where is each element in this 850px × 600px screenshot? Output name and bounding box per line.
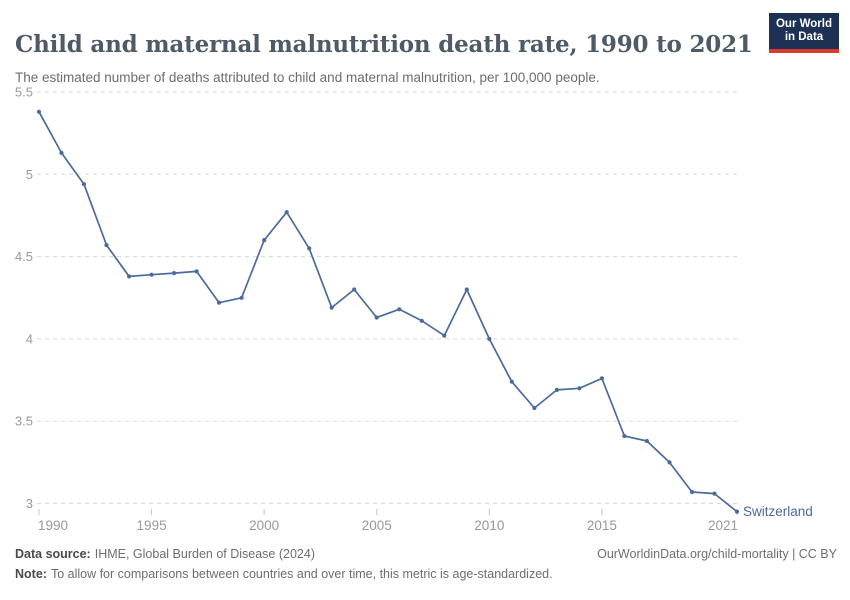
entity-label[interactable]: Switzerland bbox=[743, 504, 813, 519]
owid-logo-red-bar bbox=[769, 49, 839, 53]
data-point[interactable] bbox=[577, 386, 582, 391]
footer-note-row: Note: To allow for comparisons between co… bbox=[15, 567, 837, 582]
data-point[interactable] bbox=[262, 238, 267, 243]
data-point[interactable] bbox=[374, 315, 379, 320]
data-point[interactable] bbox=[352, 287, 357, 292]
data-point[interactable] bbox=[217, 300, 222, 305]
y-axis-tick-label: 4 bbox=[26, 331, 33, 346]
data-source-label: Data source: bbox=[15, 547, 91, 561]
chart-subtitle: The estimated number of deaths attribute… bbox=[15, 69, 600, 85]
data-point[interactable] bbox=[712, 491, 717, 496]
chart-footer: Data source: IHME, Global Burden of Disea… bbox=[15, 547, 837, 587]
y-axis-tick-label: 3 bbox=[26, 496, 33, 511]
data-point[interactable] bbox=[442, 333, 447, 338]
x-axis-tick-label: 2010 bbox=[474, 518, 504, 533]
data-point[interactable] bbox=[532, 405, 537, 411]
x-axis-tick-label: 1995 bbox=[137, 518, 167, 533]
data-point[interactable] bbox=[194, 269, 199, 274]
note-value: To allow for comparisons between countri… bbox=[50, 567, 553, 581]
note-label: Note: bbox=[15, 567, 47, 581]
data-point[interactable] bbox=[599, 376, 605, 381]
owid-logo[interactable]: Our World in Data bbox=[769, 13, 839, 53]
data-point[interactable] bbox=[36, 109, 42, 114]
owid-logo-line2: in Data bbox=[784, 31, 824, 43]
data-point[interactable] bbox=[397, 307, 402, 312]
data-point[interactable] bbox=[284, 210, 289, 215]
data-point[interactable] bbox=[644, 438, 650, 444]
data-point[interactable] bbox=[487, 336, 492, 341]
data-point[interactable] bbox=[554, 387, 560, 392]
data-source-value[interactable]: IHME, Global Burden of Disease (2024) bbox=[94, 547, 315, 561]
owid-logo-box: Our World in Data bbox=[769, 13, 839, 49]
y-axis-tick-label: 5.5 bbox=[15, 85, 33, 100]
x-axis-tick-label: 2005 bbox=[362, 518, 392, 533]
series-line bbox=[38, 110, 738, 513]
x-axis-tick-label: 2021 bbox=[708, 518, 738, 533]
chart-title: Child and maternal malnutrition death ra… bbox=[15, 31, 753, 59]
y-axis-tick-label: 3.5 bbox=[15, 414, 33, 429]
x-axis-tick-label: 2015 bbox=[587, 518, 617, 533]
x-axis-tick-label: 2000 bbox=[249, 518, 279, 533]
data-point[interactable] bbox=[734, 509, 740, 514]
data-point[interactable] bbox=[329, 305, 334, 310]
y-axis-tick-label: 5 bbox=[26, 167, 33, 182]
data-point[interactable] bbox=[689, 489, 695, 495]
data-point[interactable] bbox=[81, 182, 87, 187]
data-point[interactable] bbox=[127, 274, 132, 279]
data-point[interactable] bbox=[59, 150, 64, 155]
x-axis-tick-label: 1990 bbox=[38, 518, 68, 533]
data-point[interactable] bbox=[149, 272, 154, 277]
owid-logo-line1: Our World bbox=[775, 18, 832, 30]
data-point[interactable] bbox=[667, 460, 672, 465]
data-point[interactable] bbox=[307, 246, 312, 251]
data-point[interactable] bbox=[172, 271, 177, 276]
footer-source-row: Data source: IHME, Global Burden of Disea… bbox=[15, 547, 837, 562]
data-point[interactable] bbox=[419, 318, 424, 323]
data-point[interactable] bbox=[104, 243, 109, 248]
y-axis-tick-label: 4.5 bbox=[15, 249, 33, 264]
data-point[interactable] bbox=[239, 295, 244, 300]
data-point[interactable] bbox=[622, 433, 627, 439]
footer-credit-link[interactable]: OurWorldinData.org/child-mortality | CC … bbox=[597, 547, 837, 561]
data-point[interactable] bbox=[509, 379, 514, 384]
data-point[interactable] bbox=[464, 287, 469, 292]
